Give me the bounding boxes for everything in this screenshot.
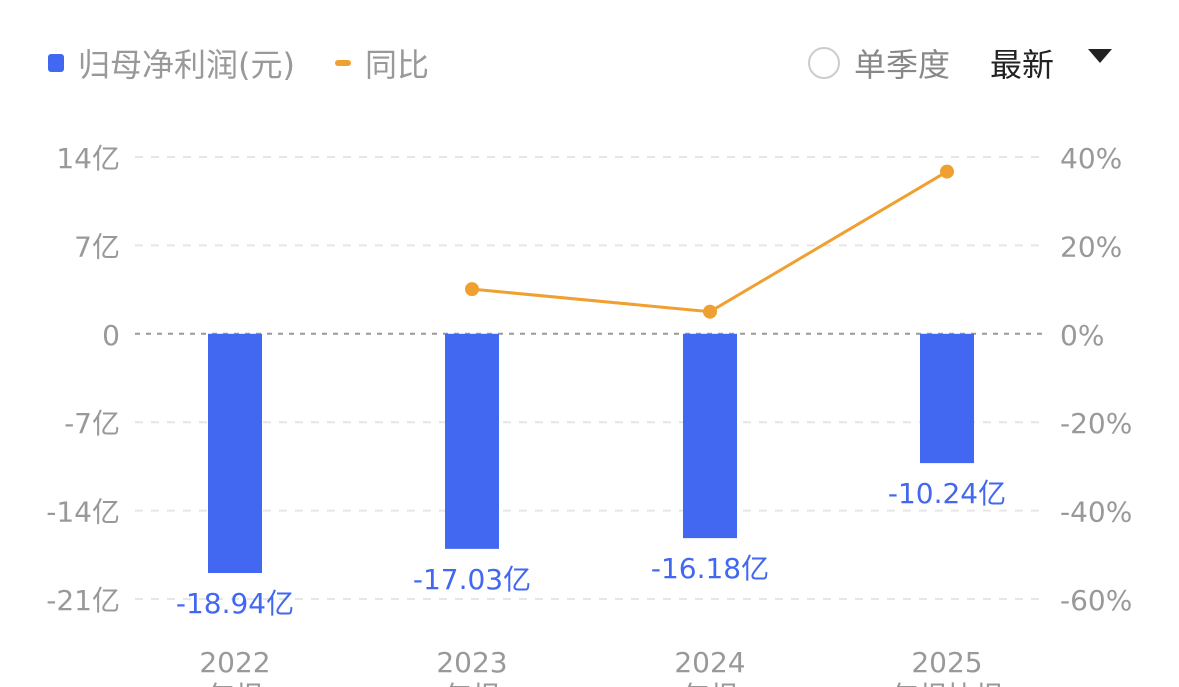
x-tick-label: 2022 [199,646,270,679]
x-tick-sublabel: 年报 [682,680,738,687]
radio-unchecked-icon[interactable] [808,47,840,79]
yoy-point [465,282,479,297]
x-tick-sublabel: 年报 [444,680,500,687]
right-tick-label: 20% [1060,230,1122,263]
left-tick-label: 14亿 [56,142,120,175]
line-legend-swatch [334,60,351,66]
x-tick-label: 2025 [911,646,982,679]
bar-legend-swatch [48,54,64,72]
bar-data-label: -10.24亿 [888,477,1006,510]
left-tick-label: 0 [102,319,120,352]
right-tick-label: -60% [1060,584,1132,617]
right-tick-label: -20% [1060,407,1132,440]
right-tick-label: -40% [1060,496,1132,529]
line-legend-label: 同比 [364,46,429,84]
yoy-point [703,304,717,319]
bar-legend-label: 归母净利润(元) [78,46,295,84]
yoy-line [471,170,948,314]
bar-data-label: -16.18亿 [651,552,769,585]
bar [920,333,974,464]
bar [445,333,499,549]
yoy-point [940,164,954,179]
left-tick-label: -14亿 [46,496,120,529]
left-tick-label: -21亿 [46,584,120,617]
left-tick-label: -7亿 [64,407,120,440]
x-tick-label: 2024 [674,646,745,679]
chart-controls: 单季度 最新 [808,40,1113,86]
bar [683,333,737,539]
right-tick-label: 0% [1060,319,1104,352]
left-tick-label: 7亿 [74,230,120,263]
right-tick-label: 40% [1060,142,1122,175]
quarter-toggle[interactable]: 单季度 [854,46,951,84]
period-select[interactable]: 最新 [990,46,1055,84]
x-tick-sublabel: 年报快报 [891,680,1003,687]
bar-data-label: -18.94亿 [176,587,294,620]
bar-data-label: -17.03亿 [413,563,531,596]
triangle-down-icon[interactable] [1088,49,1113,63]
x-tick-sublabel: 年报 [207,680,263,687]
x-tick-label: 2023 [436,646,507,679]
bar [208,333,262,573]
legend: 归母净利润(元) 同比 [48,40,429,86]
